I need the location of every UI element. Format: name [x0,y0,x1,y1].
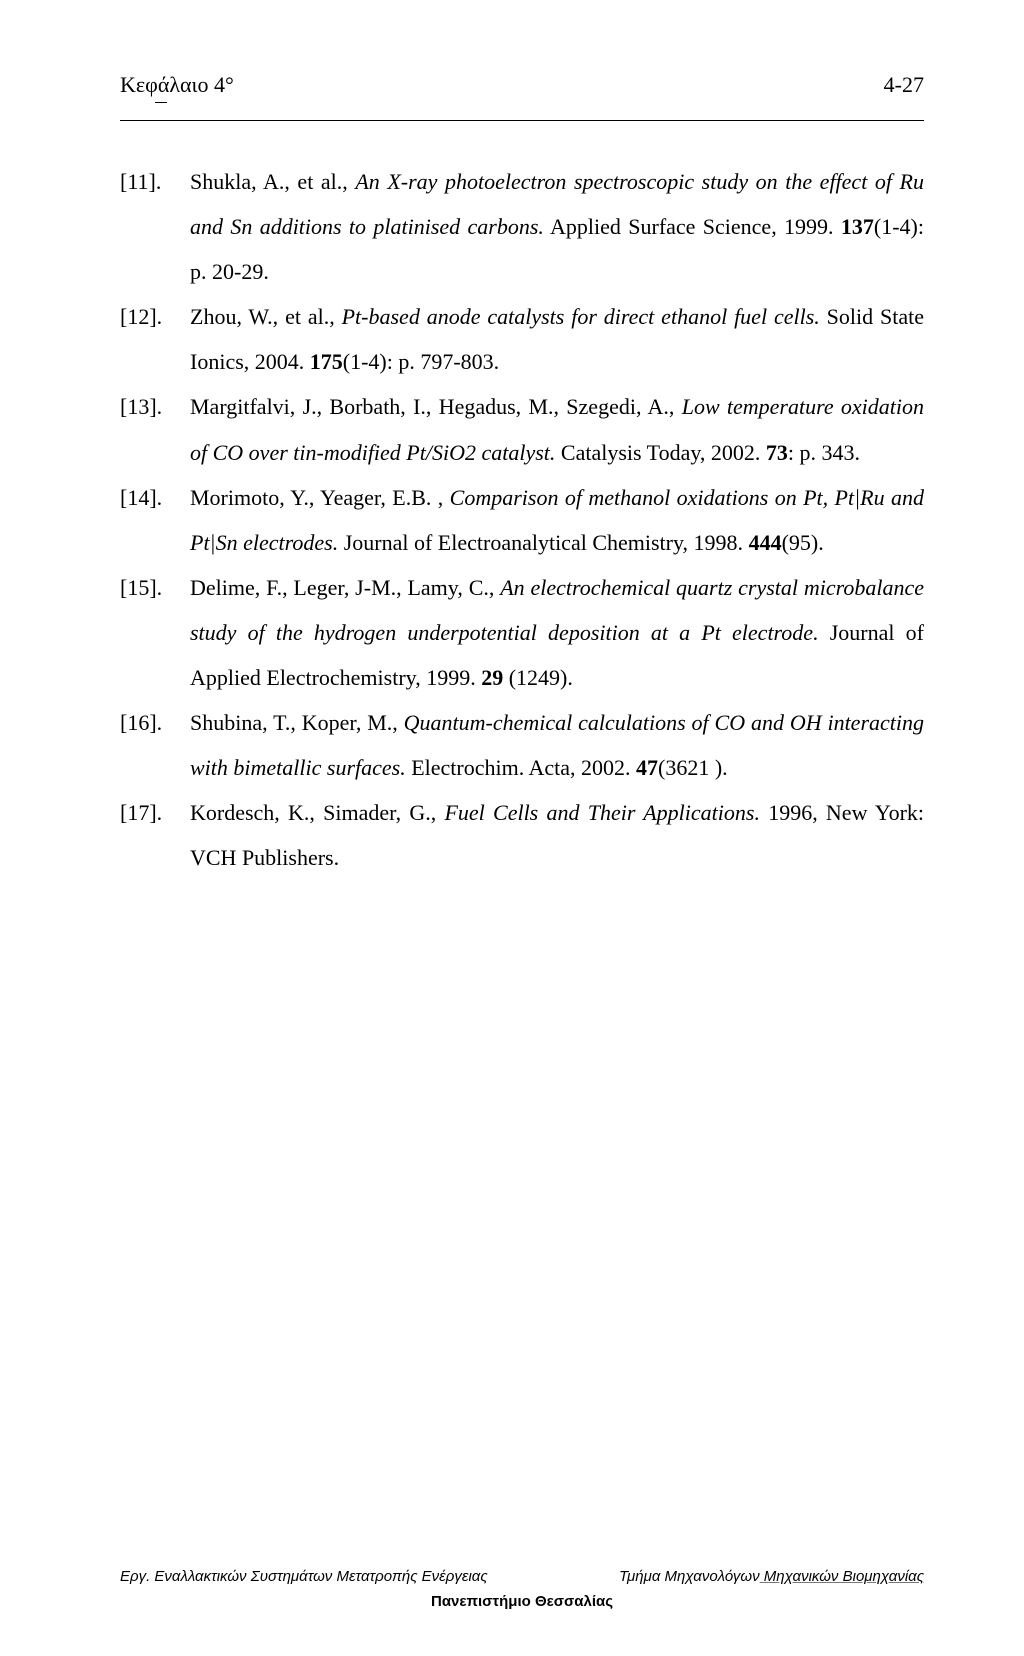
footer-right: Τμήμα Μηχανολόγων Μηχανικών Βιομηχανίας [619,1568,924,1585]
reference-body: Zhou, W., et al., Pt-based anode catalys… [190,294,924,384]
reference-number: [12]. [120,294,190,384]
references-list: [11].Shukla, A., et al., An X-ray photoe… [120,159,924,881]
reference-body: Shubina, T., Koper, M., Quantum-chemical… [190,700,924,790]
reference-item: [15].Delime, F., Leger, J-M., Lamy, C., … [120,565,924,700]
page-header: Κεφάλαιο 4° 4-27 [120,72,924,98]
reference-item: [17].Kordesch, K., Simader, G., Fuel Cel… [120,790,924,880]
reference-item: [12].Zhou, W., et al., Pt-based anode ca… [120,294,924,384]
page-number-label: 4-27 [884,72,924,98]
reference-item: [14].Morimoto, Y., Yeager, E.B. , Compar… [120,475,924,565]
reference-number: [15]. [120,565,190,700]
footer-left: Εργ. Εναλλακτικών Συστημάτων Μετατροπής … [120,1568,488,1585]
reference-body: Delime, F., Leger, J-M., Lamy, C., An el… [190,565,924,700]
reference-number: [14]. [120,475,190,565]
reference-item: [13].Margitfalvi, J., Borbath, I., Hegad… [120,384,924,474]
footer-center: Πανεπιστήμιο Θεσσαλίας [120,1593,924,1610]
page-footer: Εργ. Εναλλακτικών Συστημάτων Μετατροπής … [120,1568,924,1610]
chapter-label: Κεφάλαιο 4° [120,72,234,98]
reference-body: Morimoto, Y., Yeager, E.B. , Comparison … [190,475,924,565]
reference-body: Margitfalvi, J., Borbath, I., Hegadus, M… [190,384,924,474]
footer-right-b: Μηχανικών Βιομηχανίας [760,1568,924,1585]
header-tick [155,102,167,103]
reference-item: [16].Shubina, T., Koper, M., Quantum-che… [120,700,924,790]
header-rule [120,120,924,121]
reference-number: [17]. [120,790,190,880]
footer-right-a: Τμήμα Μηχανολόγων [619,1568,760,1585]
reference-item: [11].Shukla, A., et al., An X-ray photoe… [120,159,924,294]
reference-number: [11]. [120,159,190,294]
reference-number: [13]. [120,384,190,474]
reference-number: [16]. [120,700,190,790]
reference-body: Shukla, A., et al., An X-ray photoelectr… [190,159,924,294]
reference-body: Kordesch, K., Simader, G., Fuel Cells an… [190,790,924,880]
